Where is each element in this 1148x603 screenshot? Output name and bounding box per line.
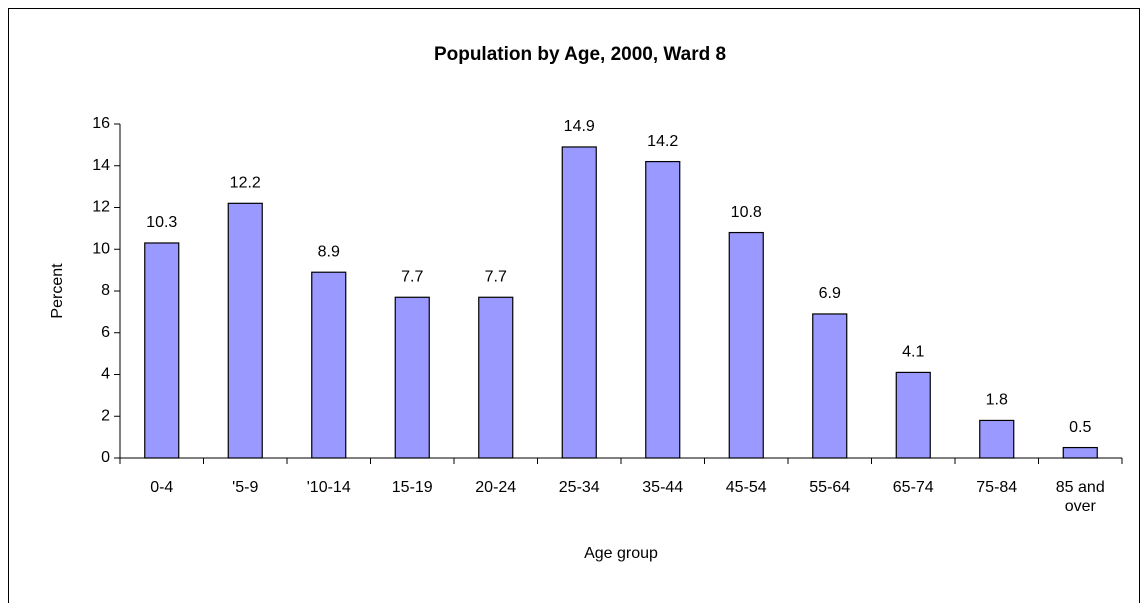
data-label: 7.7: [401, 268, 423, 285]
y-tick-label: 2: [101, 407, 110, 424]
x-tick-label: 55-64: [809, 479, 851, 496]
bar: [561, 146, 597, 459]
bar: [895, 371, 931, 459]
bar: [311, 271, 347, 459]
data-label: 10.3: [146, 214, 177, 231]
data-label: 10.8: [731, 204, 762, 221]
data-label: 1.8: [986, 392, 1008, 409]
x-tick-label: '10-14: [306, 479, 351, 496]
data-label: 14.9: [564, 118, 595, 135]
data-label: 0.5: [1069, 419, 1091, 436]
x-axis-label: Age group: [584, 545, 658, 562]
x-tick-label: 65-74: [892, 479, 934, 496]
y-tick-label: 6: [101, 324, 110, 341]
bar: [728, 231, 764, 459]
bar: [1062, 446, 1098, 459]
y-tick-label: 10: [92, 240, 110, 257]
chart-title: Population by Age, 2000, Ward 8: [434, 44, 726, 65]
y-tick-label: 16: [92, 115, 110, 132]
bar: [394, 296, 430, 459]
x-tick-label: 85 and over: [1055, 479, 1105, 515]
y-tick-label: 0: [101, 449, 110, 466]
bar: [645, 160, 681, 459]
data-label: 4.1: [902, 344, 924, 361]
x-tick-label: 35-44: [642, 479, 684, 496]
data-label: 12.2: [230, 175, 261, 192]
bar: [144, 242, 180, 459]
bar: [227, 202, 263, 459]
y-tick-label: 12: [92, 199, 110, 216]
data-label: 14.2: [647, 133, 678, 150]
data-label: 6.9: [819, 285, 841, 302]
y-tick-label: 4: [101, 366, 110, 383]
x-tick-label: 45-54: [725, 479, 767, 496]
y-tick-label: 14: [92, 157, 110, 174]
bar: [478, 296, 514, 459]
y-axis-label: Percent: [49, 263, 66, 319]
x-tick-label: 15-19: [391, 479, 433, 496]
x-tick-label: 25-34: [558, 479, 600, 496]
bar: [812, 313, 848, 459]
x-tick-label: 0-4: [150, 479, 174, 496]
x-tick-label: 75-84: [976, 479, 1018, 496]
data-label: 7.7: [485, 268, 507, 285]
x-tick-label: '5-9: [232, 479, 259, 496]
y-tick-label: 8: [101, 282, 110, 299]
data-label: 8.9: [318, 243, 340, 260]
bar: [979, 419, 1015, 459]
x-tick-label: 20-24: [475, 479, 517, 496]
